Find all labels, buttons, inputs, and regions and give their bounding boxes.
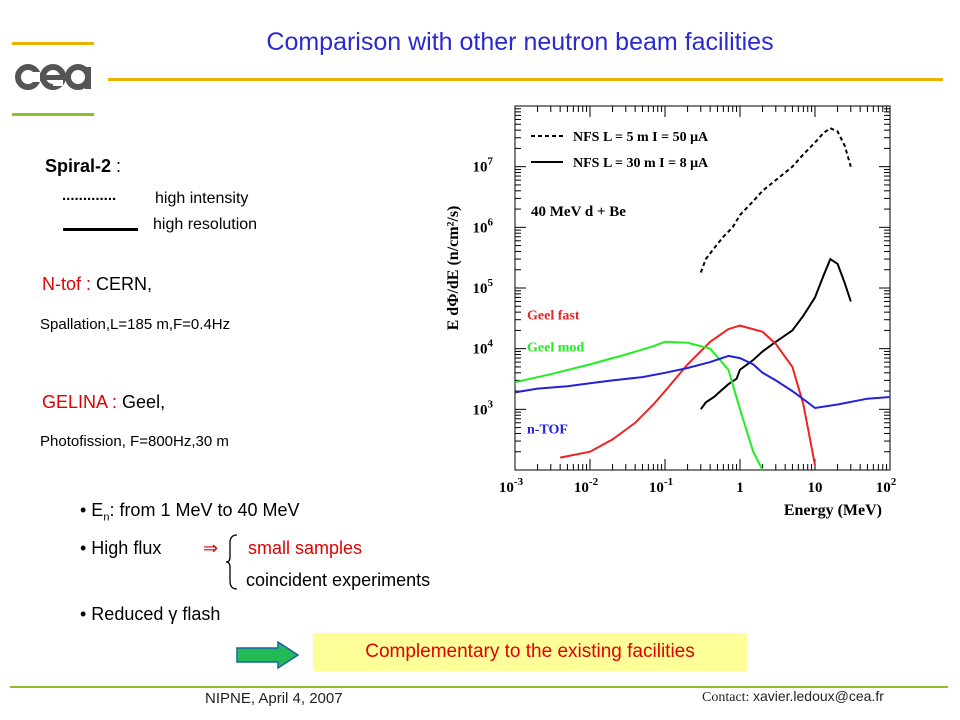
slide-title: Comparison with other neutron beam facil… — [266, 28, 774, 56]
small-samples-text: small samples — [248, 538, 363, 558]
series-line — [699, 127, 852, 273]
right-arrow-icon — [236, 640, 300, 674]
footer-date: NIPNE, April 4, 2007 — [205, 690, 343, 707]
y-axis-label: E dΦ/dE (n/cm²/s) — [445, 206, 462, 331]
x-tick-label: 1 — [736, 480, 744, 496]
footer-contact: Contact: xavier.ledoux@cea.fr — [702, 688, 884, 705]
legend-label: NFS L = 5 m I = 50 μA — [573, 130, 709, 145]
brace-icon — [225, 533, 239, 596]
series-line — [514, 354, 891, 410]
footer-line — [10, 686, 948, 688]
bullet-energy: • En: from 1 MeV to 40 MeV — [80, 500, 300, 524]
series-line — [699, 257, 852, 410]
y-tick-label: 107 — [473, 156, 494, 176]
dotted-legend-label: high intensity — [155, 190, 249, 207]
series-label: n-TOF — [527, 422, 568, 437]
solid-legend-label: high resolution — [153, 216, 258, 233]
flux-chart: 10-3 10-2 10-1 1 10 102 103 104 105 106 107 Energy … — [420, 88, 920, 520]
gelina-heading: GELINA : Geel, — [42, 392, 166, 412]
spiral-label: Spiral-2 : — [45, 156, 122, 176]
x-tick-label: 10-3 — [499, 476, 524, 496]
x-tick-label: 10-2 — [574, 476, 599, 496]
y-tick-label: 104 — [473, 338, 494, 358]
logo-underline — [12, 113, 94, 116]
x-tick-label: 10 — [808, 480, 823, 496]
legend-label: NFS L = 30 m I = 8 μA — [573, 156, 709, 171]
flux-chart-svg: 10-3 10-2 10-1 1 10 102 103 104 105 106 107 Energy … — [445, 105, 897, 519]
gelina-details: Photofission, F=800Hz,30 m — [40, 433, 229, 450]
implies-arrow: ⇒ — [203, 538, 219, 558]
coincident-text: coincident experiments — [246, 570, 431, 590]
series-line — [514, 340, 764, 471]
series-label: Geel mod — [527, 340, 584, 355]
series-line — [560, 324, 816, 466]
bullet-gamma: • Reduced γ flash — [80, 604, 221, 624]
x-tick-label: 10-1 — [649, 476, 673, 496]
y-tick-label: 105 — [473, 277, 494, 297]
y-tick-label: 103 — [473, 398, 494, 418]
chart-annotation: 40 MeV d + Be — [531, 204, 626, 220]
solid-legend-marker — [63, 228, 138, 231]
cea-logo — [15, 55, 95, 100]
x-tick-label: 102 — [876, 476, 897, 496]
header-line-left — [12, 42, 94, 45]
ntof-heading: N-tof : CERN, — [42, 274, 153, 294]
header-line-right — [108, 78, 943, 81]
complementary-box: Complementary to the existing facilities — [313, 633, 747, 671]
y-tick-label: 106 — [473, 216, 494, 236]
ntof-details: Spallation,L=185 m,F=0.4Hz — [40, 316, 231, 333]
dotted-legend-marker: ............. — [62, 187, 117, 204]
series-label: Geel fast — [527, 309, 580, 324]
x-axis-label: Energy (MeV) — [784, 502, 882, 519]
bullet-flux: • High flux — [80, 538, 162, 558]
